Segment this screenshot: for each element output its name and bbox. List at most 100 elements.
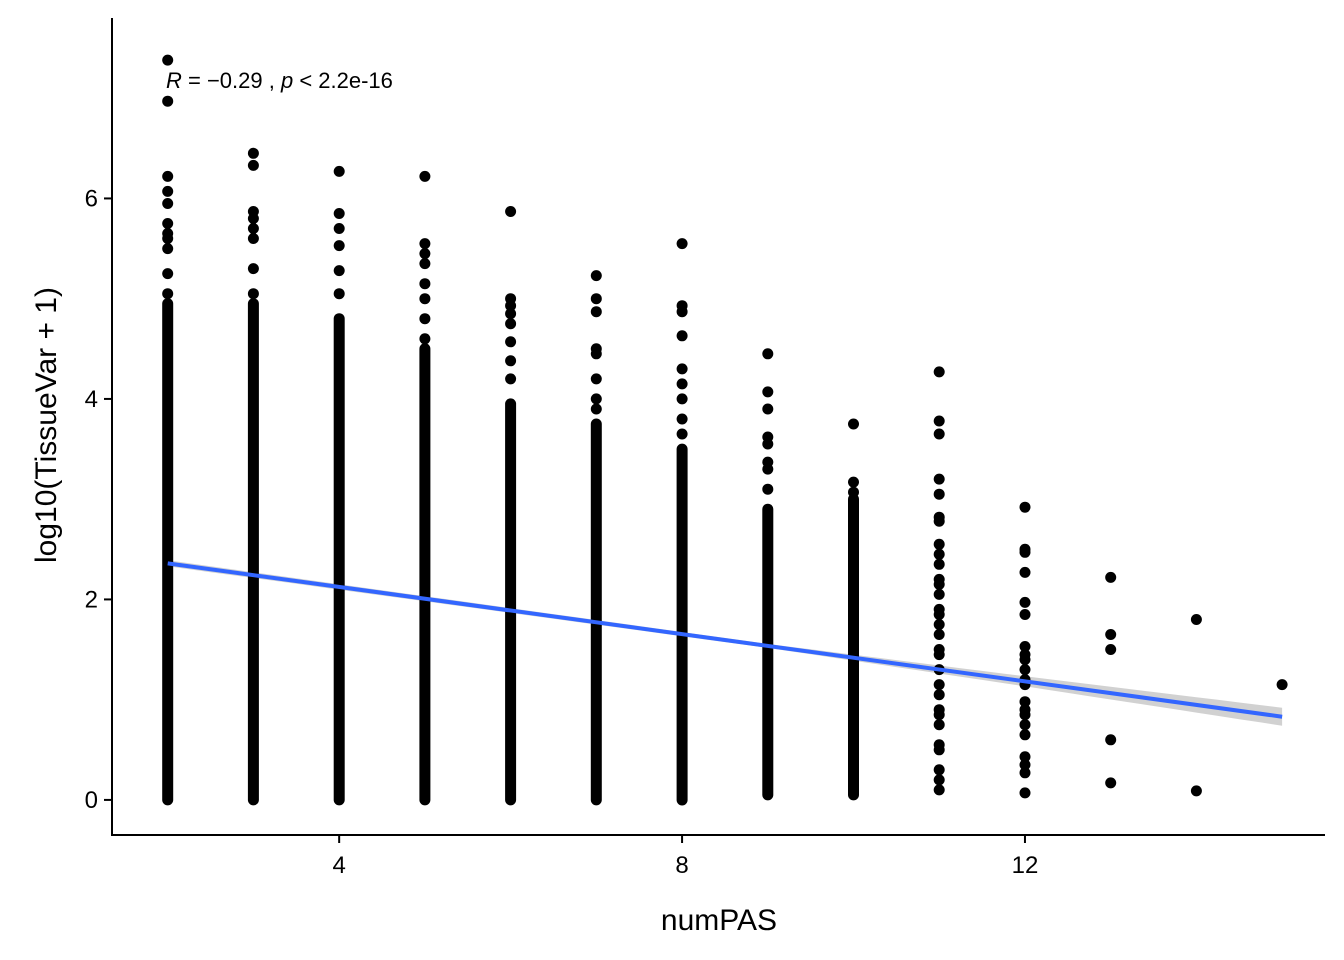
data-point: [1105, 644, 1117, 655]
data-point: [933, 511, 945, 523]
data-point: [162, 170, 174, 182]
data-point: [590, 306, 602, 318]
data-point: [1019, 719, 1031, 731]
data-point: [333, 265, 345, 277]
p-symbol: p: [280, 68, 293, 93]
data-point: [933, 774, 945, 786]
data-point: [1190, 614, 1202, 625]
data-point: [419, 333, 431, 345]
data-point: [419, 170, 431, 182]
data-point: [762, 431, 774, 443]
data-point: [933, 629, 945, 640]
data-point: [505, 308, 517, 320]
data-point: [933, 538, 945, 550]
data-point: [933, 704, 945, 716]
data-point: [933, 428, 945, 440]
data-point: [762, 456, 774, 468]
data-point: [848, 418, 859, 430]
dense-point-column: [762, 503, 774, 801]
data-point: [505, 206, 517, 217]
data-point: [333, 223, 345, 234]
data-point: [333, 240, 345, 252]
data-point: [590, 293, 602, 305]
data-point: [933, 548, 945, 560]
data-point: [247, 159, 259, 171]
data-point: [247, 223, 259, 234]
data-point: [1019, 543, 1031, 555]
data-point: [676, 238, 688, 250]
dense-point-column: [333, 313, 345, 806]
data-point: [333, 208, 345, 219]
x-tick-label: 4: [332, 852, 345, 879]
data-point: [676, 300, 688, 312]
data-point: [1019, 729, 1031, 741]
data-point: [505, 318, 517, 330]
axes: 0 2 4 6 4 8 12: [85, 18, 1325, 879]
data-point: [933, 689, 945, 701]
r-value: = −0.29 ,: [182, 68, 281, 93]
data-point: [933, 366, 945, 378]
dense-point-column: [162, 298, 174, 806]
data-point: [590, 393, 602, 405]
data-point: [1019, 664, 1031, 676]
data-point: [1105, 571, 1117, 583]
data-point: [247, 147, 259, 159]
data-point: [676, 363, 688, 375]
data-point: [1019, 641, 1031, 652]
data-point: [505, 336, 517, 348]
dense-point-column: [590, 418, 602, 806]
data-point: [590, 270, 602, 282]
data-point: [333, 165, 345, 177]
data-point: [1019, 566, 1031, 578]
data-point: [933, 739, 945, 751]
y-tick-label: 6: [85, 185, 98, 212]
data-point: [933, 679, 945, 691]
data-point: [247, 288, 259, 300]
data-point: [1019, 704, 1031, 716]
dense-point-column: [848, 493, 859, 801]
dense-point-column: [676, 443, 688, 806]
data-point: [247, 263, 259, 275]
data-point: [162, 268, 174, 280]
data-point: [762, 483, 774, 495]
data-point: [933, 603, 945, 615]
data-point: [676, 428, 688, 440]
data-point: [933, 558, 945, 570]
data-point: [1190, 785, 1202, 797]
data-point: [1019, 609, 1031, 620]
data-point: [333, 288, 345, 300]
data-point: [1019, 596, 1031, 608]
data-point: [1019, 759, 1031, 771]
y-tick-label: 4: [85, 386, 98, 413]
data-point: [1019, 787, 1031, 799]
r-symbol: R: [166, 68, 182, 93]
data-point: [419, 278, 431, 290]
data-point: [162, 218, 174, 229]
data-point: [590, 343, 602, 355]
data-point: [247, 206, 259, 217]
data-point: [419, 258, 431, 270]
data-point: [162, 243, 174, 255]
y-tick-label: 0: [85, 787, 98, 814]
data-point: [162, 228, 174, 239]
data-point: [419, 293, 431, 305]
data-point: [933, 473, 945, 485]
data-point: [1019, 501, 1031, 513]
data-point: [1105, 734, 1117, 746]
data-point: [162, 288, 174, 300]
data-point: [505, 355, 517, 367]
y-tick-label: 2: [85, 586, 98, 613]
data-point: [848, 476, 859, 488]
regression-line: [167, 561, 1283, 719]
data-point: [933, 588, 945, 600]
dense-point-column: [419, 343, 431, 806]
data-point: [676, 413, 688, 425]
data-point: [676, 378, 688, 390]
p-value: < 2.2e-16: [293, 68, 393, 93]
x-tick-label: 12: [1012, 852, 1039, 879]
data-point: [590, 403, 602, 415]
data-point: [933, 764, 945, 776]
data-point: [676, 330, 688, 342]
data-point: [933, 415, 945, 427]
